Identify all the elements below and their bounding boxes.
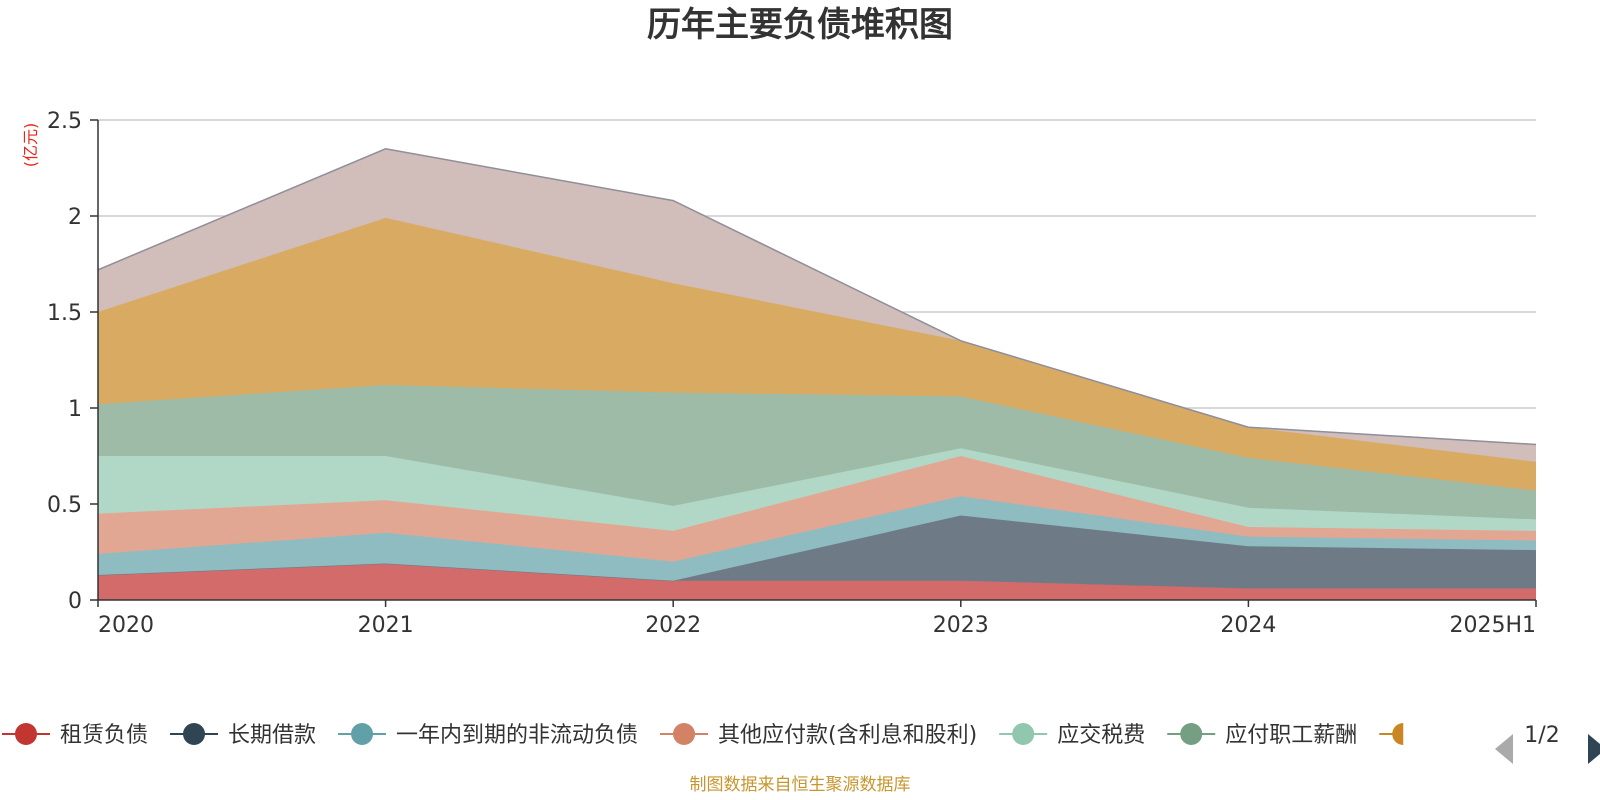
area-series-3[interactable] <box>98 456 1536 562</box>
area-series-6[interactable] <box>98 217 1536 491</box>
x-tick-label: 2022 <box>645 613 701 638</box>
legend-page-indicator: 1/2 <box>1524 723 1559 748</box>
legend-marker-icon <box>1392 723 1404 745</box>
legend-marker-icon <box>673 723 696 745</box>
axes <box>90 119 1537 607</box>
legend-marker-icon <box>1012 723 1035 745</box>
y-tick-label: 2.5 <box>47 109 82 134</box>
area-series <box>97 148 1537 601</box>
legend-pager: 1/2 <box>1495 723 1600 764</box>
area-series-7[interactable] <box>98 148 1536 462</box>
legend-marker-icon <box>351 723 374 745</box>
legend-item-0[interactable]: 租赁负债 <box>2 723 148 748</box>
legend-item-4[interactable]: 应交税费 <box>999 723 1145 748</box>
legend-item-2[interactable]: 一年内到期的非流动负债 <box>338 723 638 748</box>
legend-label: 长期借款 <box>228 723 316 748</box>
x-tick-label: 2023 <box>933 613 989 638</box>
tick-labels: 0 0.5 1 1.5 2 2.5 2020 2021 2022 2023 2024 2025H1 <box>47 109 1536 638</box>
legend-item-3[interactable]: 其他应付款(含利息和股利) <box>660 723 977 748</box>
y-axis-unit: (亿元) <box>21 123 40 168</box>
area-series-2[interactable] <box>98 496 1536 581</box>
data-source-note: 制图数据来自恒生聚源数据库 <box>690 775 911 795</box>
legend-label: 应交税费 <box>1057 723 1145 748</box>
legend-marker-icon <box>183 723 206 745</box>
legend-label: 租赁负债 <box>60 723 148 748</box>
x-tick-label: 2024 <box>1220 613 1276 638</box>
area-series-1[interactable] <box>98 515 1536 589</box>
y-tick-label: 0.5 <box>47 493 82 518</box>
legend-item-1[interactable]: 长期借款 <box>170 723 316 748</box>
y-tick-label: 1.5 <box>47 301 82 326</box>
legend-next-icon[interactable] <box>1588 734 1600 764</box>
stack-top-line <box>97 148 1537 446</box>
x-tick-label: 2020 <box>98 613 154 638</box>
legend-label: 其他应付款(含利息和股利) <box>718 723 977 748</box>
area-series-5[interactable] <box>98 385 1536 520</box>
legend-prev-icon[interactable] <box>1495 734 1513 764</box>
y-tick-label: 2 <box>68 205 82 230</box>
legend-label: 应付职工薪酬 <box>1225 723 1357 748</box>
legend-marker-icon <box>1180 723 1203 745</box>
legend-marker-icon <box>15 723 37 745</box>
legend: 租赁负债 长期借款 一年内到期的非流动负债 其他应付款(含利息和股利) 应交税费 应付职工… <box>2 723 1404 748</box>
legend-label: 一年内到期的非流动负债 <box>396 723 638 748</box>
legend-item-5[interactable]: 应付职工薪酬 <box>1167 723 1357 748</box>
chart-title: 历年主要负债堆积图 <box>647 5 953 45</box>
area-series-0[interactable] <box>98 563 1536 601</box>
x-tick-label: 2025H1 <box>1449 613 1536 638</box>
legend-item-6[interactable] <box>1379 723 1404 745</box>
x-tick-label: 2021 <box>358 613 414 638</box>
y-tick-label: 0 <box>68 589 82 614</box>
y-tick-label: 1 <box>68 397 82 422</box>
